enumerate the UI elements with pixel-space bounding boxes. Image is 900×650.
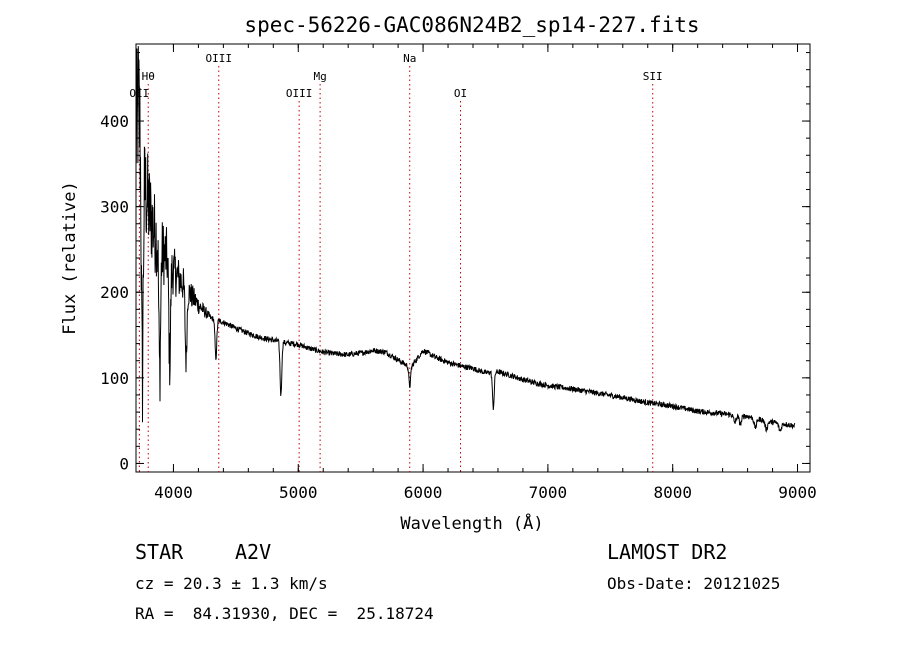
x-axis-label: Wavelength (Å) [400,512,543,534]
y-tick-label: 300 [100,198,129,217]
spectrum-line [135,46,796,434]
chart-title: spec-56226-GAC086N24B2_sp14-227.fits [244,13,699,37]
x-tick-label: 8000 [653,483,692,502]
axis-ticks: 4000 5000 6000 7000 8000 9000 0 100 200 300 400 [100,44,817,502]
velocity-readout: cz = 20.3 ± 1.3 km/s [135,574,328,593]
object-type: STAR [135,540,184,564]
y-axis-label: Flux (relative) [60,181,80,335]
spectral-line-label: Hθ [142,70,155,83]
spectral-line-label: OIII [206,52,233,65]
survey-name: LAMOST DR2 [607,540,728,564]
observation-date: Obs-Date: 20121025 [607,574,781,593]
x-tick-label: 4000 [154,483,193,502]
x-tick-label: 7000 [529,483,568,502]
y-tick-label: 200 [100,283,129,302]
spectral-subclass: A2V [235,540,272,564]
x-tick-label: 6000 [404,483,443,502]
spectrum-layer [135,46,796,434]
spectrum-chart: spec-56226-GAC086N24B2_sp14-227.fits OII… [60,13,817,534]
x-tick-label: 9000 [778,483,817,502]
y-tick-label: 100 [100,369,129,388]
spectral-line-label: OIII [286,87,313,100]
plot-frame [135,43,811,473]
spectral-line-label: Mg [313,70,326,83]
spectral-line-label: Na [403,52,416,65]
spectral-line-label: OI [454,87,467,100]
spectral-line-label: SII [643,70,663,83]
coordinates-readout: RA = 84.31930, DEC = 25.18724 [135,604,434,623]
y-tick-label: 400 [100,112,129,131]
y-tick-label: 0 [119,454,129,473]
x-tick-label: 5000 [279,483,318,502]
